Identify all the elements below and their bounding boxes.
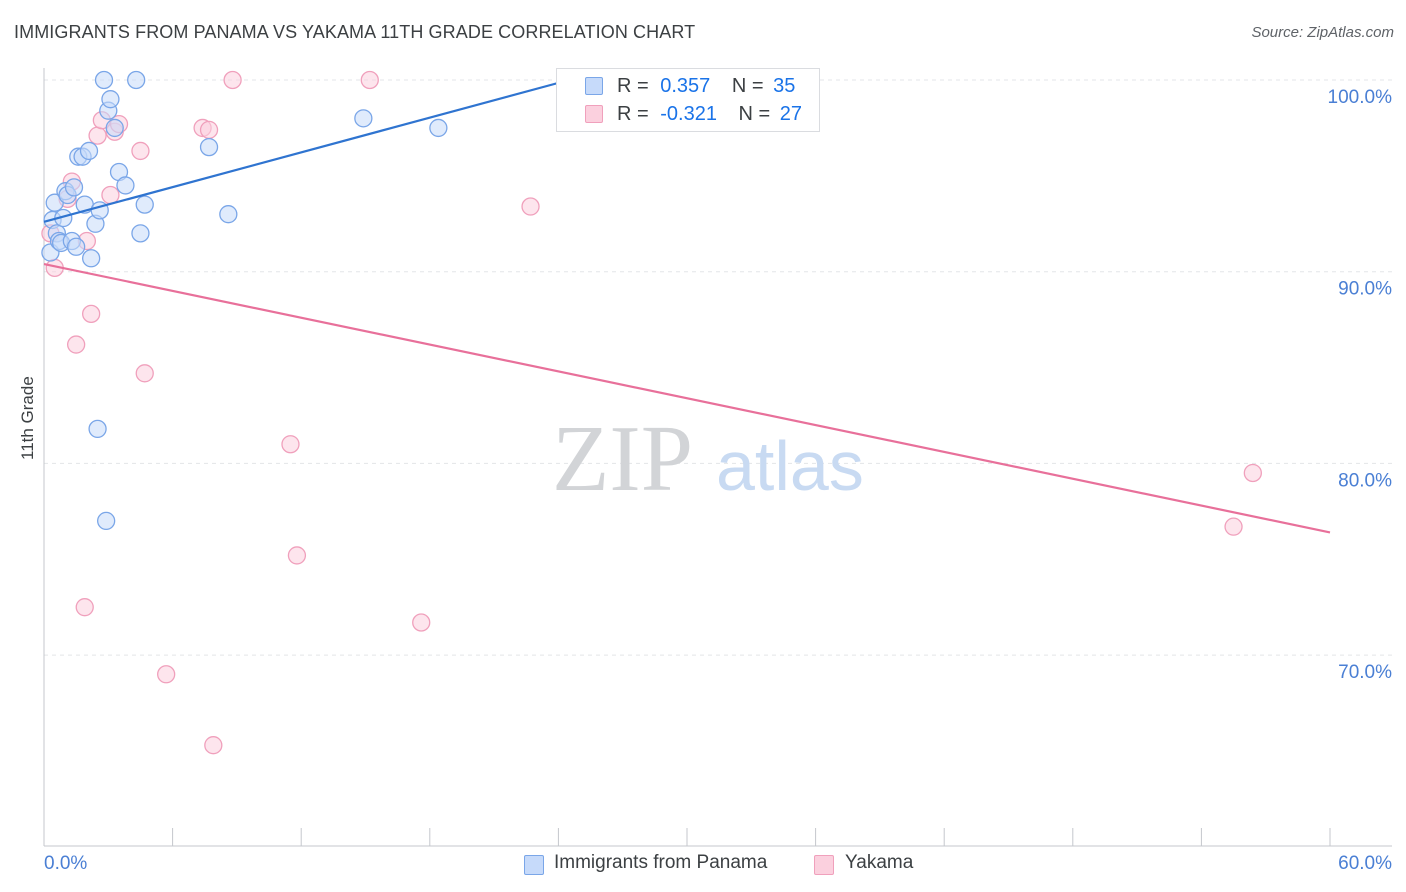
yakama-point-16 — [199, 120, 219, 139]
panama-point-27 — [127, 70, 146, 90]
panama-point-15 — [79, 141, 99, 161]
watermark-zip: ZIP — [552, 407, 693, 511]
yakama-point-19 — [281, 435, 300, 454]
y-axis-label: 11th Grade — [18, 376, 37, 460]
x-ticks — [43, 828, 1331, 846]
panama-point-28 — [131, 224, 150, 243]
series-panama — [41, 70, 617, 531]
panama-point-11 — [67, 237, 86, 256]
panama-point-31 — [219, 205, 238, 224]
stats-row-pink: R = -0.321 N = 27 — [617, 103, 802, 126]
yakama-point-24 — [1224, 517, 1243, 536]
stats-row-blue: R = 0.357 N = 35 — [617, 75, 795, 98]
y-tick-label-70: 70.0% — [1338, 662, 1392, 683]
x-tick-label-min: 0.0% — [44, 853, 87, 874]
legend-swatch-blue — [524, 855, 544, 875]
n-label-pink: N = — [738, 103, 771, 125]
gridlines — [44, 79, 1392, 656]
axes — [43, 68, 1392, 847]
panama-point-24 — [105, 118, 124, 138]
trend-lines — [43, 78, 1331, 534]
source-label: Source: ZipAtlas.com — [1251, 24, 1394, 41]
panama-point-10 — [64, 178, 84, 197]
yakama-point-22 — [412, 613, 431, 632]
watermark-atlas: atlas — [716, 427, 864, 505]
n-label-blue: N = — [731, 75, 764, 97]
x-tick-labels: 0.0% 60.0% — [44, 853, 1392, 874]
stats-swatch-pink — [585, 105, 603, 123]
stats-box: R = 0.357 N = 35 R = -0.321 N = 27 — [556, 68, 820, 132]
panama-point-33 — [429, 118, 448, 138]
panama-point-21 — [97, 511, 116, 531]
panama-point-18 — [88, 419, 107, 439]
panama-point-16 — [82, 249, 101, 268]
r-label-pink: R = — [617, 103, 649, 125]
yakama-point-25 — [1243, 463, 1262, 483]
yakama-point-12 — [131, 141, 150, 161]
legend-label-panama: Immigrants from Panama — [554, 852, 768, 873]
yakama-point-21 — [360, 70, 379, 90]
panama-point-30 — [199, 137, 219, 157]
legend-swatch-pink — [814, 855, 834, 875]
r-label-blue: R = — [617, 75, 649, 97]
panama-point-32 — [354, 109, 373, 128]
n-value-pink: 27 — [779, 103, 803, 125]
yakama-point-4 — [67, 335, 86, 354]
r-value-blue: 0.357 — [660, 75, 711, 97]
stats-swatch-blue — [585, 77, 603, 95]
panama-point-26 — [116, 176, 135, 195]
legend-label-yakama: Yakama — [845, 852, 914, 873]
panama-trend-line — [43, 78, 570, 223]
y-tick-label-80: 80.0% — [1338, 470, 1392, 491]
panama-point-20 — [94, 70, 114, 90]
yakama-point-14 — [157, 665, 176, 684]
yakama-point-13 — [135, 364, 154, 383]
yakama-point-7 — [88, 126, 107, 145]
n-value-blue: 35 — [773, 75, 796, 97]
chart-title: IMMIGRANTS FROM PANAMA VS YAKAMA 11TH GR… — [14, 22, 696, 42]
yakama-point-6 — [82, 304, 101, 324]
yakama-point-23 — [521, 197, 540, 216]
yakama-point-5 — [75, 598, 94, 617]
y-tick-label-90: 90.0% — [1338, 279, 1392, 300]
panama-point-23 — [101, 90, 120, 109]
y-tick-label-100: 100.0% — [1328, 87, 1393, 108]
yakama-trend-line — [43, 262, 1331, 534]
yakama-point-20 — [287, 546, 307, 565]
x-tick-label-max: 60.0% — [1338, 853, 1392, 874]
yakama-point-18 — [223, 70, 242, 90]
y-tick-labels: 70.0% 80.0% 90.0% 100.0% — [1328, 87, 1393, 683]
r-value-pink: -0.321 — [660, 103, 717, 125]
watermark: ZIP atlas — [552, 407, 864, 511]
yakama-point-9 — [101, 185, 120, 205]
panama-point-29 — [135, 195, 154, 214]
yakama-point-17 — [204, 736, 223, 755]
